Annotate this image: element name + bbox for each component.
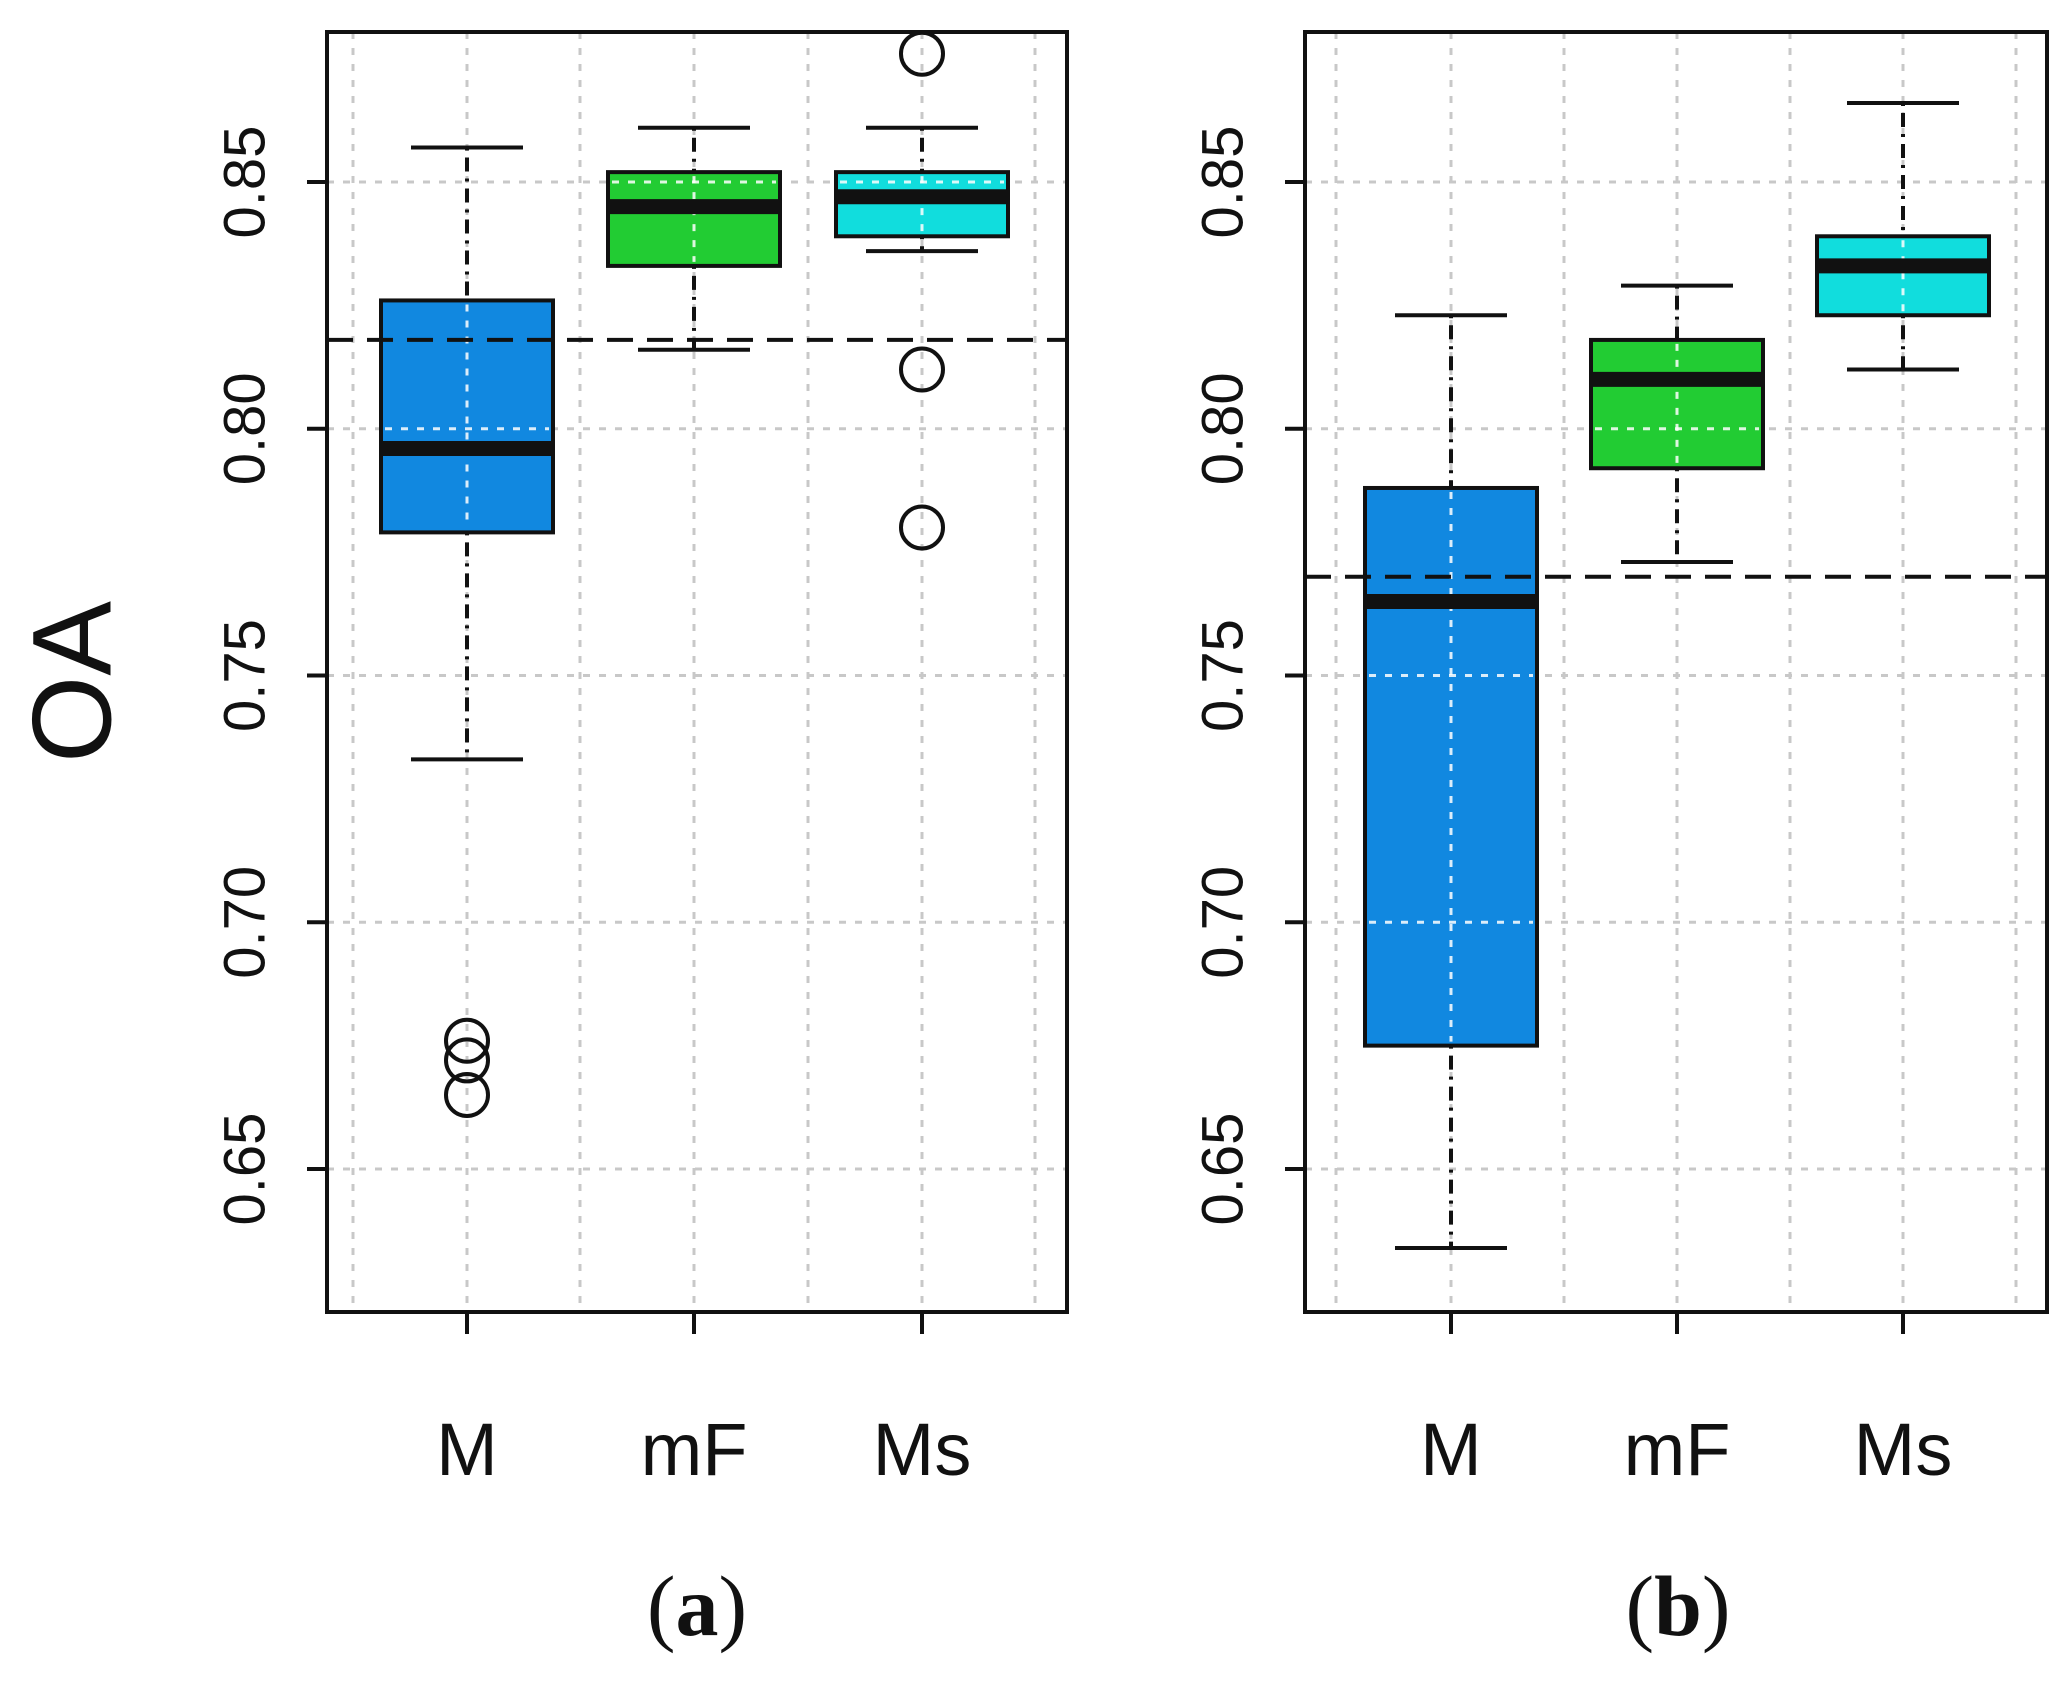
panel-label-open-paren: ( (1625, 1558, 1654, 1654)
y-tick-label-0: 0.65 (1191, 1113, 1256, 1226)
x-tick-label-mF: mF (1624, 1408, 1731, 1491)
y-tick-label-4: 0.85 (1191, 126, 1256, 239)
y-tick-label-4: 0.85 (213, 126, 278, 239)
y-tick-label-3: 0.80 (213, 372, 278, 485)
outlier-Ms-2 (899, 504, 945, 551)
y-tick-label-2: 0.75 (213, 619, 278, 732)
x-tick-label-Ms: Ms (873, 1408, 972, 1491)
y-tick-label-3: 0.80 (1191, 372, 1256, 485)
y-tick-label-2: 0.75 (1191, 619, 1256, 732)
x-tick-label-mF: mF (641, 1408, 748, 1491)
panel-label-letter: b (1654, 1558, 1702, 1654)
x-tick-label-M: M (436, 1408, 498, 1491)
panel-label-letter: a (676, 1558, 719, 1654)
box-mF (606, 170, 782, 268)
x-tick-label-Ms: Ms (1854, 1408, 1953, 1491)
panel-label: (b) (1625, 1558, 1730, 1654)
y-tick-label-1: 0.70 (1191, 866, 1256, 979)
outlier-M-2 (444, 1071, 490, 1118)
plot-frame (1303, 30, 2049, 1314)
y-axis-title: OA (10, 601, 135, 763)
panel-label-close-paren: ) (1702, 1558, 1731, 1654)
box-mF (1589, 337, 1765, 471)
outlier-M-0 (444, 1017, 490, 1064)
outlier-Ms-1 (899, 346, 945, 393)
outlier-M-1 (444, 1037, 490, 1084)
panel-label-open-paren: ( (647, 1558, 676, 1654)
x-tick-label-M: M (1420, 1408, 1482, 1491)
panel-label: (a) (647, 1558, 747, 1654)
panel-label-close-paren: ) (719, 1558, 748, 1654)
y-tick-label-1: 0.70 (213, 866, 278, 979)
y-tick-label-0: 0.65 (213, 1113, 278, 1226)
plot-frame (325, 30, 1069, 1314)
